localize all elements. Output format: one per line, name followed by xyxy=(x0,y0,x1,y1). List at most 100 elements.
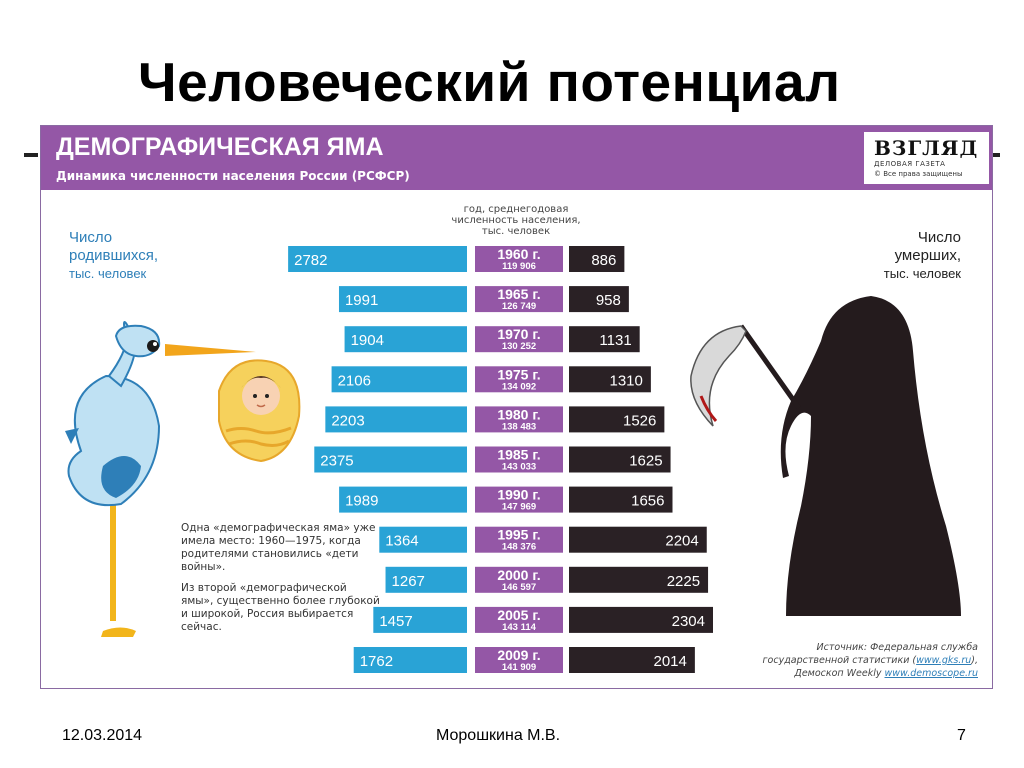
source-link-demoscope[interactable]: www.demoscope.ru xyxy=(884,668,978,679)
source-line2-text: государственной статистики ( xyxy=(762,655,917,666)
death-value-label: 2304 xyxy=(672,613,705,630)
births-label-line2: родившихся, xyxy=(69,247,158,264)
death-value-label: 886 xyxy=(591,252,616,269)
population-label: 130 252 xyxy=(502,341,536,352)
population-label: 146 597 xyxy=(502,582,536,593)
infographic-title: ДЕМОГРАФИЧЕСКАЯ ЯМА xyxy=(56,133,384,161)
population-label: 143 114 xyxy=(502,622,537,633)
year-label: 2005 г. xyxy=(497,607,540,623)
year-label: 1975 г. xyxy=(497,366,540,382)
death-bar xyxy=(569,526,707,553)
chart-rows: 2782 1960 г.119 906 886 1991 1965 г.126 749 9… xyxy=(288,246,713,673)
notes: Одна «демографическая яма» уже имела мес… xyxy=(181,522,381,642)
year-box xyxy=(475,326,563,353)
chart-canvas: 2782 1960 г.119 906 886 1991 1965 г.126 749 9… xyxy=(65,246,961,673)
year-label: 2009 г. xyxy=(497,647,540,663)
births-label-unit: тыс. человек xyxy=(69,266,147,281)
deaths-label-unit: тыс. человек xyxy=(883,266,961,281)
population-label: 119 906 xyxy=(502,261,536,272)
birth-bar xyxy=(331,366,467,393)
year-label: 1965 г. xyxy=(497,286,540,302)
birth-bar xyxy=(325,406,467,433)
population-label: 147 969 xyxy=(502,502,536,513)
logo-word: ВЗГЛЯД xyxy=(874,136,979,160)
births-label: Число родившихся, тыс. человек xyxy=(69,229,158,283)
birth-value-label: 2106 xyxy=(338,372,371,389)
source-line1: Источник: Федеральная служба xyxy=(816,642,978,653)
footer-author: Морошкина М.В. xyxy=(436,727,561,744)
source-line2: государственной статистики (www.gks.ru), xyxy=(738,654,978,667)
deaths-label-line2: умерших, xyxy=(894,247,961,264)
year-label: 1995 г. xyxy=(497,527,540,543)
year-box xyxy=(475,647,563,673)
year-column-header: год, среднегодовая численность населения… xyxy=(451,204,581,237)
deaths-label: Число умерших, тыс. человек xyxy=(841,229,961,283)
death-bar xyxy=(569,486,673,513)
death-bar xyxy=(569,566,709,593)
death-value-label: 2204 xyxy=(665,533,698,550)
population-label: 143 033 xyxy=(502,462,536,473)
death-bar xyxy=(569,606,713,633)
death-value-label: 2225 xyxy=(667,573,700,590)
vzglyad-logo: ВЗГЛЯД ДЕЛОВАЯ ГАЗЕТА © Все права защище… xyxy=(864,132,989,184)
death-value-label: 958 xyxy=(596,292,621,309)
birth-value-label: 1762 xyxy=(360,653,393,670)
slide-title: Человеческий потенциал xyxy=(138,51,841,113)
year-box xyxy=(475,406,563,433)
infographic-header: ДЕМОГРАФИЧЕСКАЯ ЯМА Динамика численности… xyxy=(41,126,992,190)
year-label: 1985 г. xyxy=(497,447,540,463)
birth-value-label: 2375 xyxy=(320,453,353,470)
reaper-illustration xyxy=(690,296,961,616)
deaths-label-line1: Число xyxy=(917,229,961,246)
year-box xyxy=(475,446,563,473)
footer-page-number: 7 xyxy=(957,727,966,744)
logo-rights: © Все права защищены xyxy=(874,170,963,178)
death-bar xyxy=(569,406,665,433)
population-label: 148 376 xyxy=(502,542,536,553)
birth-bar xyxy=(344,326,467,353)
birth-value-label: 2203 xyxy=(331,412,364,429)
year-box xyxy=(475,246,563,272)
note-second-pit: Из второй «демографической ямы», существ… xyxy=(181,582,380,633)
source-link-gks[interactable]: www.gks.ru xyxy=(916,655,972,666)
birth-value-label: 1904 xyxy=(351,332,384,349)
year-label: 1970 г. xyxy=(497,326,540,342)
year-label: 1980 г. xyxy=(497,406,540,422)
death-bar xyxy=(569,446,671,473)
logo-tagline: ДЕЛОВАЯ ГАЗЕТА xyxy=(874,160,946,168)
baby-bundle-illustration xyxy=(218,359,301,463)
death-bar xyxy=(569,286,629,313)
death-bar xyxy=(569,326,640,353)
year-box xyxy=(475,486,563,513)
birth-value-label: 1457 xyxy=(379,613,412,630)
birth-value-label: 1991 xyxy=(345,292,378,309)
source-note: Источник: Федеральная служба государстве… xyxy=(738,641,978,680)
year-label: 1990 г. xyxy=(497,487,540,503)
source-line3: Демоскоп Weekly www.demoscope.ru xyxy=(738,667,978,680)
birth-value-label: 2782 xyxy=(294,252,327,269)
birth-value-label: 1267 xyxy=(392,573,425,590)
year-label: 2000 г. xyxy=(497,567,540,583)
population-label: 141 909 xyxy=(502,662,536,673)
year-box xyxy=(475,566,563,593)
birth-bar xyxy=(338,286,467,313)
title-underline-right xyxy=(992,153,1000,157)
death-value-label: 1131 xyxy=(599,332,631,349)
footer-date: 12.03.2014 xyxy=(62,727,143,744)
birth-bar xyxy=(353,647,467,673)
death-value-label: 1625 xyxy=(629,453,662,470)
birth-value-label: 1989 xyxy=(345,493,378,510)
birth-bar xyxy=(314,446,467,473)
birth-bar xyxy=(385,566,467,593)
birth-bar xyxy=(288,246,467,272)
source-line2-end: ), xyxy=(971,655,978,666)
death-value-label: 1310 xyxy=(610,372,643,389)
infographic: ДЕМОГРАФИЧЕСКАЯ ЯМА Динамика численности… xyxy=(40,125,993,689)
births-label-line1: Число xyxy=(69,229,113,246)
year-box xyxy=(475,526,563,553)
stork-illustration xyxy=(65,321,256,637)
population-label: 138 483 xyxy=(502,421,536,432)
population-label: 126 749 xyxy=(502,301,536,312)
year-box xyxy=(475,286,563,313)
birth-bar xyxy=(379,526,467,553)
